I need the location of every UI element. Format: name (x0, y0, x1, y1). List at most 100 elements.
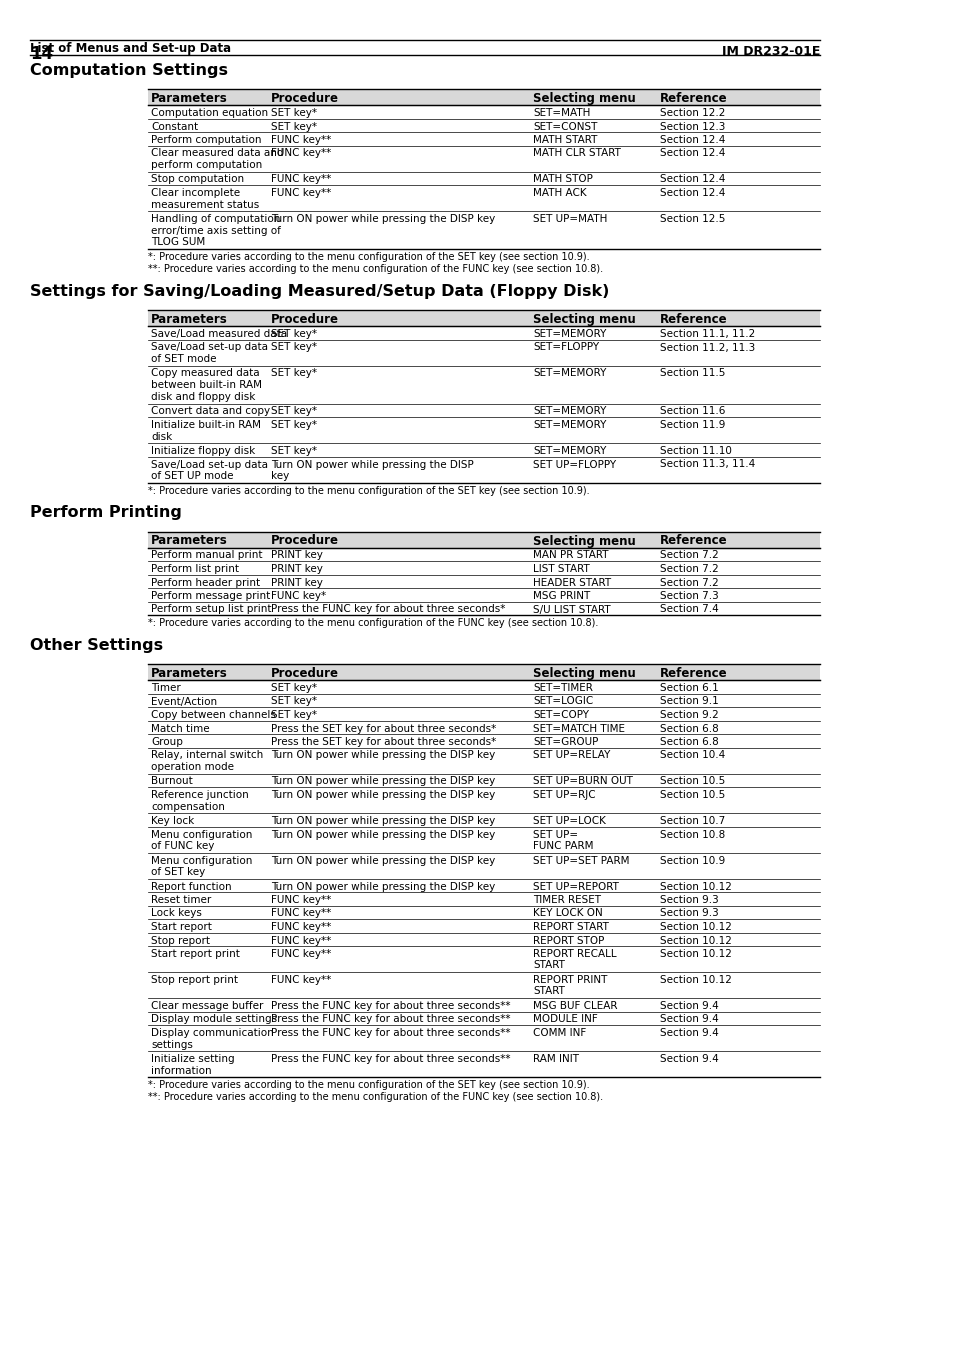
Text: Computation equation: Computation equation (151, 108, 268, 118)
Text: Menu configuration: Menu configuration (151, 830, 253, 839)
Text: KEY LOCK ON: KEY LOCK ON (533, 908, 602, 919)
Text: Press the FUNC key for about three seconds**: Press the FUNC key for about three secon… (271, 1001, 510, 1011)
Text: Save/Load measured data: Save/Load measured data (151, 330, 287, 339)
Text: Display module settings: Display module settings (151, 1015, 276, 1024)
Text: Section 10.9: Section 10.9 (659, 855, 724, 866)
Text: Save/Load set-up data: Save/Load set-up data (151, 459, 268, 470)
Text: between built-in RAM: between built-in RAM (151, 380, 262, 390)
Text: Procedure: Procedure (271, 535, 338, 547)
Text: Section 11.9: Section 11.9 (659, 420, 724, 430)
Text: Section 9.4: Section 9.4 (659, 1001, 718, 1011)
Bar (148, 89, 820, 105)
Text: of SET UP mode: of SET UP mode (151, 471, 233, 481)
Text: Match time: Match time (151, 724, 210, 734)
Text: Perform message print: Perform message print (151, 590, 270, 601)
Text: Report function: Report function (151, 881, 232, 892)
Text: Perform manual print: Perform manual print (151, 550, 262, 561)
Text: Press the SET key for about three seconds*: Press the SET key for about three second… (271, 738, 496, 747)
Text: Reference: Reference (659, 535, 727, 547)
Text: *: Procedure varies according to the menu configuration of the SET key (see sect: *: Procedure varies according to the men… (148, 1079, 589, 1090)
Text: Section 12.4: Section 12.4 (659, 135, 724, 145)
Text: MATH CLR START: MATH CLR START (533, 149, 620, 158)
Text: SET key*: SET key* (271, 697, 316, 707)
Text: Start report: Start report (151, 921, 212, 932)
Text: compensation: compensation (151, 801, 225, 812)
Text: Section 12.4: Section 12.4 (659, 149, 724, 158)
Text: Turn ON power while pressing the DISP: Turn ON power while pressing the DISP (271, 459, 474, 470)
Text: SET=MEMORY: SET=MEMORY (533, 420, 606, 430)
Text: Turn ON power while pressing the DISP key: Turn ON power while pressing the DISP ke… (271, 830, 495, 839)
Text: Section 11.10: Section 11.10 (659, 446, 731, 457)
Text: Section 10.12: Section 10.12 (659, 975, 731, 985)
Text: FUNC key*: FUNC key* (271, 590, 326, 601)
Text: Reference junction: Reference junction (151, 790, 249, 800)
Text: Event/Action: Event/Action (151, 697, 217, 707)
Text: Initialize built-in RAM: Initialize built-in RAM (151, 420, 261, 430)
Text: Perform list print: Perform list print (151, 563, 239, 574)
Text: Section 9.3: Section 9.3 (659, 894, 718, 905)
Text: FUNC key**: FUNC key** (271, 894, 331, 905)
Text: Section 9.4: Section 9.4 (659, 1015, 718, 1024)
Text: Timer: Timer (151, 684, 180, 693)
Text: Copy between channels: Copy between channels (151, 711, 275, 720)
Text: Reference: Reference (659, 313, 727, 326)
Text: SET=COPY: SET=COPY (533, 711, 588, 720)
Text: SET key*: SET key* (271, 108, 316, 118)
Text: Turn ON power while pressing the DISP key: Turn ON power while pressing the DISP ke… (271, 213, 495, 224)
Text: Section 7.3: Section 7.3 (659, 590, 718, 601)
Text: Other Settings: Other Settings (30, 638, 163, 653)
Text: SET key*: SET key* (271, 684, 316, 693)
Text: SET=TIMER: SET=TIMER (533, 684, 592, 693)
Text: Section 12.3: Section 12.3 (659, 122, 724, 131)
Text: Parameters: Parameters (151, 313, 228, 326)
Text: Handling of computation: Handling of computation (151, 213, 280, 224)
Text: Section 11.1, 11.2: Section 11.1, 11.2 (659, 330, 755, 339)
Text: Computation Settings: Computation Settings (30, 63, 228, 78)
Text: Stop report print: Stop report print (151, 975, 237, 985)
Text: REPORT PRINT: REPORT PRINT (533, 975, 607, 985)
Text: SET UP=FLOPPY: SET UP=FLOPPY (533, 459, 616, 470)
Text: SET UP=RELAY: SET UP=RELAY (533, 751, 610, 761)
Text: FUNC key**: FUNC key** (271, 921, 331, 932)
Text: FUNC key**: FUNC key** (271, 908, 331, 919)
Text: Selecting menu: Selecting menu (533, 313, 635, 326)
Text: REPORT START: REPORT START (533, 921, 608, 932)
Text: Section 7.4: Section 7.4 (659, 604, 718, 615)
Text: SET=LOGIC: SET=LOGIC (533, 697, 593, 707)
Text: Burnout: Burnout (151, 777, 193, 786)
Text: Clear incomplete: Clear incomplete (151, 188, 240, 199)
Text: MATH START: MATH START (533, 135, 597, 145)
Text: **: Procedure varies according to the menu configuration of the FUNC key (see se: **: Procedure varies according to the me… (148, 1092, 602, 1102)
Text: Section 10.8: Section 10.8 (659, 830, 724, 839)
Text: MATH STOP: MATH STOP (533, 174, 592, 185)
Text: MODULE INF: MODULE INF (533, 1015, 598, 1024)
Text: RAM INIT: RAM INIT (533, 1054, 578, 1065)
Text: Stop report: Stop report (151, 935, 210, 946)
Text: START: START (533, 961, 564, 970)
Text: Section 11.5: Section 11.5 (659, 369, 724, 378)
Text: Section 11.6: Section 11.6 (659, 407, 724, 416)
Text: FUNC key**: FUNC key** (271, 149, 331, 158)
Text: Turn ON power while pressing the DISP key: Turn ON power while pressing the DISP ke… (271, 881, 495, 892)
Text: SET=MATCH TIME: SET=MATCH TIME (533, 724, 624, 734)
Text: Section 10.5: Section 10.5 (659, 790, 724, 800)
Text: SET=MEMORY: SET=MEMORY (533, 369, 606, 378)
Text: Turn ON power while pressing the DISP key: Turn ON power while pressing the DISP ke… (271, 816, 495, 825)
Text: Lock keys: Lock keys (151, 908, 202, 919)
Text: SET key*: SET key* (271, 407, 316, 416)
Text: Display communication: Display communication (151, 1028, 274, 1038)
Text: Section 9.4: Section 9.4 (659, 1054, 718, 1065)
Text: Section 10.12: Section 10.12 (659, 935, 731, 946)
Text: Section 9.2: Section 9.2 (659, 711, 718, 720)
Text: Press the SET key for about three seconds*: Press the SET key for about three second… (271, 724, 496, 734)
Text: Section 12.2: Section 12.2 (659, 108, 724, 118)
Text: SET key*: SET key* (271, 446, 316, 457)
Text: settings: settings (151, 1039, 193, 1050)
Text: Section 10.12: Section 10.12 (659, 921, 731, 932)
Text: COMM INF: COMM INF (533, 1028, 586, 1038)
Text: PRINT key: PRINT key (271, 577, 322, 588)
Text: PRINT key: PRINT key (271, 563, 322, 574)
Text: Section 6.1: Section 6.1 (659, 684, 718, 693)
Text: SET key*: SET key* (271, 711, 316, 720)
Bar (148, 309, 820, 326)
